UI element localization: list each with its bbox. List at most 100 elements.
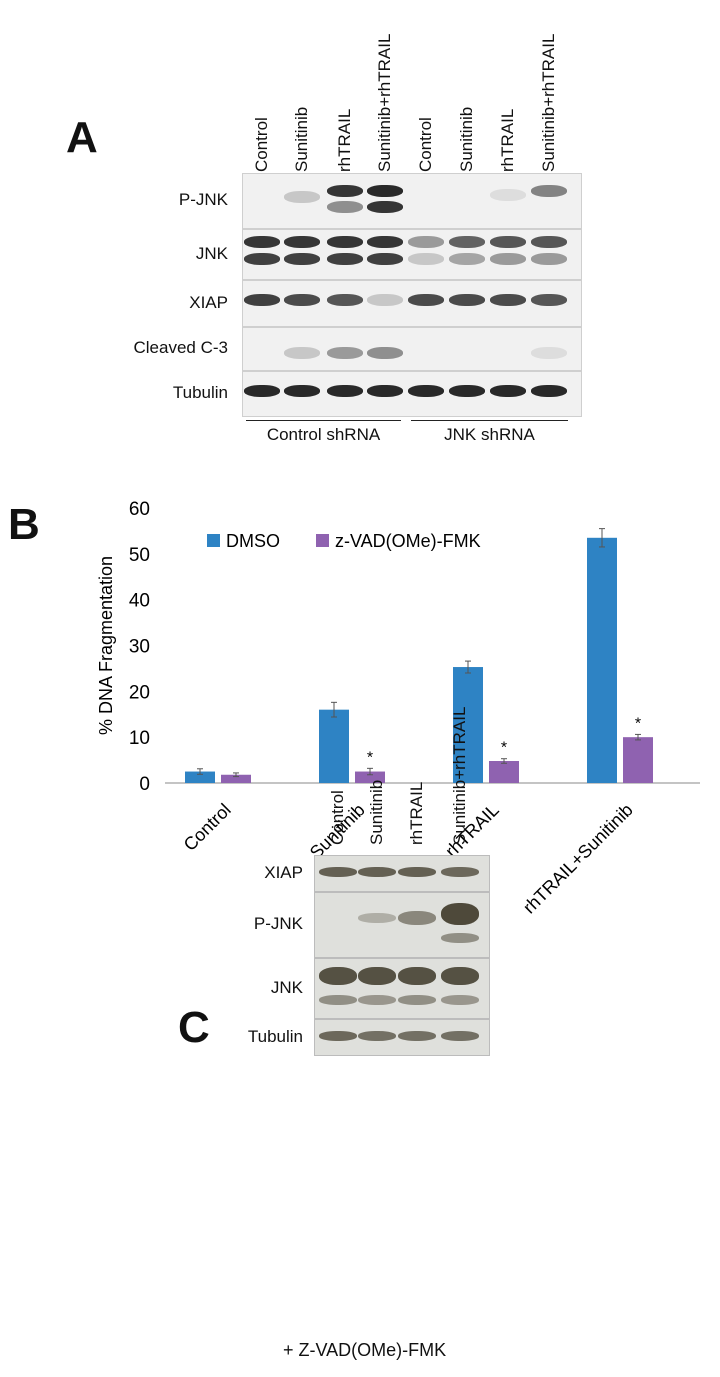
y-tick-label: 60 — [129, 499, 150, 520]
panel-a-band — [284, 236, 320, 248]
panel-a-band — [367, 201, 403, 213]
category-label: rhTRAIL+Sunitinib — [519, 800, 637, 918]
panel-a-band — [449, 253, 485, 265]
panel-a-lane-label: Control — [416, 117, 435, 172]
bar-zvad — [355, 771, 385, 783]
panel-a-band — [327, 201, 363, 213]
panel-a-band — [244, 294, 280, 306]
panel-c-band — [319, 1031, 357, 1041]
panel-c-strip — [314, 892, 490, 958]
control-shrna-label: Control shRNA — [266, 425, 381, 444]
bar-zvad — [221, 774, 251, 783]
panel-c-band — [441, 995, 479, 1005]
panel-a-lane-label: Sunitinib — [457, 106, 476, 172]
panel-a-band — [490, 253, 526, 265]
panel-a-band — [284, 294, 320, 306]
panel-c-band — [398, 867, 436, 877]
legend-swatch-zvad — [316, 534, 329, 547]
panel-a-band — [449, 385, 485, 397]
panel-c-band — [441, 903, 479, 925]
y-tick-label: 50 — [129, 545, 150, 566]
bar-dmso — [185, 771, 215, 783]
panel-a-band — [327, 347, 363, 359]
bar-dmso — [453, 667, 483, 783]
panel-a-band — [490, 236, 526, 248]
bar-dmso — [587, 537, 617, 783]
panel-a-band — [284, 385, 320, 397]
panel-a-lane-label: Sunitinib+rhTRAIL — [539, 33, 558, 172]
panel-c-band — [441, 867, 479, 877]
panel-c-band — [398, 967, 436, 985]
panel-a-band — [531, 347, 567, 359]
panel-c-band — [358, 913, 396, 923]
panel-a-band — [367, 347, 403, 359]
bar-dmso — [319, 709, 349, 783]
y-axis-label: % DNA Fragmentation — [96, 556, 116, 735]
panel-c-band — [398, 1031, 436, 1041]
panel-c-band — [319, 967, 357, 985]
panel-a-band — [490, 189, 526, 201]
panel-a-band — [327, 294, 363, 306]
zvad-footer-label: + Z-VAD(OMe)-FMK — [283, 1340, 447, 1360]
panel-a-lane-label: Control — [252, 117, 271, 172]
y-tick-label: 0 — [139, 774, 150, 795]
panel-c-band — [358, 1031, 396, 1041]
panel-a-band — [244, 385, 280, 397]
panel-a-band — [408, 294, 444, 306]
panel-a-lane-label: rhTRAIL — [335, 108, 354, 172]
panel-a-band — [327, 253, 363, 265]
panel-c-band — [441, 967, 479, 985]
panel-a-band — [531, 185, 567, 197]
panel-c-lane-label: Sunitinib — [367, 779, 386, 845]
y-tick-label: 30 — [129, 637, 150, 658]
legend-swatch-dmso — [207, 534, 220, 547]
panel-c-band — [441, 933, 479, 943]
panel-a-band — [531, 236, 567, 248]
panel-a-band — [367, 294, 403, 306]
panel-a-row-label: Tubulin — [172, 383, 228, 402]
panel-a-row-label: JNK — [195, 243, 228, 263]
panel-a-lane-label: Sunitinib+rhTRAIL — [375, 33, 394, 172]
panel-c-band — [358, 867, 396, 877]
panel-a-band — [327, 236, 363, 248]
panel-a-band — [531, 253, 567, 265]
panel-a-band — [408, 236, 444, 248]
panel-c-row-label: XIAP — [264, 862, 303, 882]
panel-c-row-label: P-JNK — [253, 914, 303, 933]
panel-a-band — [327, 185, 363, 197]
significance-star: * — [635, 715, 641, 732]
panel-c-band — [358, 995, 396, 1005]
panel-c-band — [441, 1031, 479, 1041]
jnk-shrna-label: JNK shRNA — [444, 425, 535, 444]
jnk-shrna-bracket — [411, 420, 568, 421]
panel-a-lane-label: Sunitinib — [292, 106, 311, 172]
bar-zvad — [489, 761, 519, 783]
legend-label-dmso: DMSO — [226, 531, 280, 551]
panel-c-band — [358, 967, 396, 985]
panel-a-row-label: XIAP — [189, 292, 228, 312]
panel-c-row-label: Tubulin — [247, 1026, 303, 1046]
panel-c-row-label: JNK — [270, 977, 303, 997]
panel-a-band — [449, 294, 485, 306]
dna-fragmentation-chart: % DNA Fragmentation 0 10 20 30 40 50 60 * * * Contr… — [96, 499, 700, 918]
panel-c-lane-label: Sunitinib+rhTRAIL — [450, 706, 469, 845]
panel-c-band — [398, 911, 436, 925]
y-tick-label: 20 — [129, 682, 150, 703]
panel-a-letter: A — [66, 113, 98, 162]
panel-a-band — [367, 253, 403, 265]
panel-c-band — [319, 995, 357, 1005]
panel-c-lane-label: Control — [328, 790, 347, 845]
panel-a-band — [284, 191, 320, 203]
significance-star: * — [367, 749, 373, 766]
panel-c-band — [319, 867, 357, 877]
panel-a-row-label: P-JNK — [178, 190, 228, 209]
category-label: Control — [180, 800, 235, 855]
panel-b-letter: B — [8, 500, 40, 549]
bar-zvad — [623, 737, 653, 783]
panel-a-band — [531, 294, 567, 306]
panel-a-band — [408, 253, 444, 265]
panel-c-letter: C — [178, 1003, 210, 1052]
panel-a-band — [367, 236, 403, 248]
panel-a-band — [490, 385, 526, 397]
panel-a-band — [284, 347, 320, 359]
